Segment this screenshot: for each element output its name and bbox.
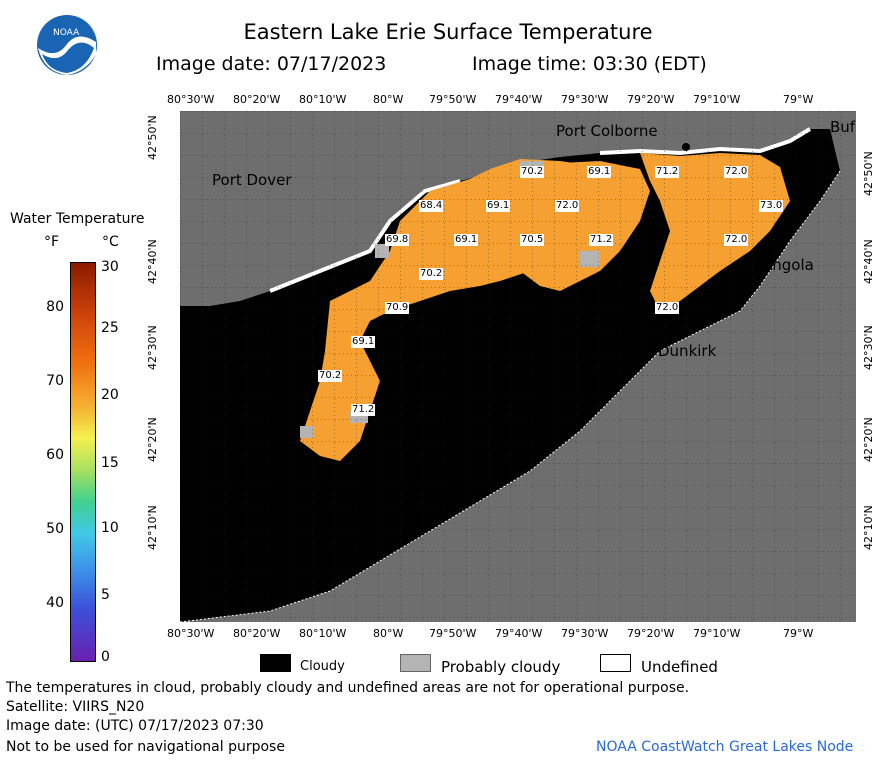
temp-label: 69.1 — [351, 336, 376, 348]
temp-label: 71.2 — [589, 234, 614, 246]
temp-label: 71.2 — [655, 166, 680, 178]
legend-cloudy-label: Cloudy — [300, 659, 345, 674]
temp-label: 73.0 — [759, 200, 784, 212]
footer-utc-date: Image date: (UTC) 07/17/2023 07:30 — [6, 718, 264, 734]
lon-label: 80°20'W — [233, 93, 281, 106]
image-time: Image time: 03:30 (EDT) — [472, 53, 707, 75]
temp-label: 69.1 — [587, 166, 612, 178]
lat-label: 42°50'N — [862, 151, 875, 196]
legend-probably-cloudy-swatch — [400, 654, 431, 672]
legend-cloudy-swatch — [260, 654, 291, 672]
c-tick: 20 — [101, 387, 119, 403]
temp-label: 68.4 — [419, 200, 444, 212]
temp-label: 72.0 — [655, 302, 680, 314]
erie-dot — [354, 527, 362, 535]
c-tick: 15 — [101, 455, 119, 471]
image-date: Image date: 07/17/2023 — [156, 53, 387, 75]
port-dover-label: Port Dover — [212, 171, 292, 189]
legend-probably-cloudy-label: Probably cloudy — [441, 658, 561, 676]
temp-label: 70.2 — [419, 268, 444, 280]
temp-label: 72.0 — [555, 200, 580, 212]
angola-dot — [754, 250, 762, 258]
footer-credit: NOAA CoastWatch Great Lakes Node — [596, 739, 854, 755]
noaa-logo: NOAA — [36, 14, 98, 76]
lat-label: 42°50'N — [146, 115, 159, 160]
c-tick: 5 — [101, 587, 110, 603]
lon-label: 79°40'W — [495, 93, 543, 106]
angola-label: Angola — [762, 256, 814, 274]
lon-label: 79°40'W — [495, 627, 543, 640]
temp-label: 70.5 — [520, 234, 545, 246]
temp-label: 72.0 — [724, 166, 749, 178]
shoreline — [179, 170, 841, 623]
page-title: Eastern Lake Erie Surface Temperature — [243, 20, 653, 44]
colorbar — [70, 262, 96, 662]
f-tick: 50 — [46, 521, 64, 537]
temp-label: 71.2 — [351, 404, 376, 416]
lat-label: 42°20'N — [862, 417, 875, 462]
legend-undefined-label: Undefined — [641, 658, 718, 676]
lon-label: 79°50'W — [429, 627, 477, 640]
lat-label: 42°10'N — [146, 505, 159, 550]
temp-label: 72.0 — [724, 234, 749, 246]
lon-label: 80°20'W — [233, 627, 281, 640]
lon-label: 80°30'W — [167, 93, 215, 106]
footer-note: The temperatures in cloud, probably clou… — [6, 680, 690, 696]
lon-label: 79°50'W — [429, 93, 477, 106]
colorbar-title: Water Temperature — [10, 211, 145, 227]
lon-label: 80°10'W — [299, 93, 347, 106]
buffalo-label: Buf — [830, 118, 856, 136]
f-tick: 80 — [46, 299, 64, 315]
f-tick: 40 — [46, 595, 64, 611]
temp-label: 69.1 — [486, 200, 511, 212]
lat-label: 42°40'N — [146, 239, 159, 284]
lon-label: 79°W — [783, 93, 814, 106]
lat-label: 42°20'N — [146, 417, 159, 462]
lon-label: 79°W — [783, 627, 814, 640]
dunkirk-label: Dunkirk — [658, 342, 717, 360]
lon-label: 79°30'W — [561, 627, 609, 640]
lon-label: 79°20'W — [627, 627, 675, 640]
f-tick: 70 — [46, 373, 64, 389]
lon-label: 80°W — [373, 627, 404, 640]
colorbar-unit-c: °C — [102, 234, 119, 250]
dunkirk-dot — [650, 336, 658, 344]
lon-label: 79°30'W — [561, 93, 609, 106]
lon-label: 80°30'W — [167, 627, 215, 640]
temp-label: 70.2 — [318, 370, 343, 382]
footer-nav-warning: Not to be used for navigational purpose — [6, 739, 285, 755]
legend-undefined-swatch — [600, 654, 631, 672]
erie-label: Erie — [362, 533, 392, 551]
temp-label: 69.8 — [385, 234, 410, 246]
lat-label: 42°30'N — [862, 325, 875, 370]
temp-label: 70.9 — [385, 302, 410, 314]
port-colborne-label: Port Colborne — [556, 122, 658, 140]
colorbar-unit-f: °F — [44, 234, 60, 250]
temp-label: 70.2 — [520, 166, 545, 178]
c-tick: 25 — [101, 320, 119, 336]
lon-label: 80°W — [373, 93, 404, 106]
lon-label: 79°10'W — [693, 93, 741, 106]
noaa-logo-text: NOAA — [53, 28, 80, 38]
lat-label: 42°30'N — [146, 325, 159, 370]
lat-label: 42°10'N — [862, 505, 875, 550]
lon-label: 80°10'W — [299, 627, 347, 640]
c-tick: 10 — [101, 520, 119, 536]
footer-satellite: Satellite: VIIRS_N20 — [6, 699, 145, 715]
map-panel — [179, 111, 856, 623]
lat-label: 42°40'N — [862, 239, 875, 284]
port-colborne-dot — [682, 143, 690, 151]
lon-label: 79°20'W — [627, 93, 675, 106]
temp-label: 69.1 — [454, 234, 479, 246]
lon-label: 79°10'W — [693, 627, 741, 640]
c-tick: 30 — [101, 259, 119, 275]
c-tick: 0 — [101, 649, 110, 665]
f-tick: 60 — [46, 447, 64, 463]
